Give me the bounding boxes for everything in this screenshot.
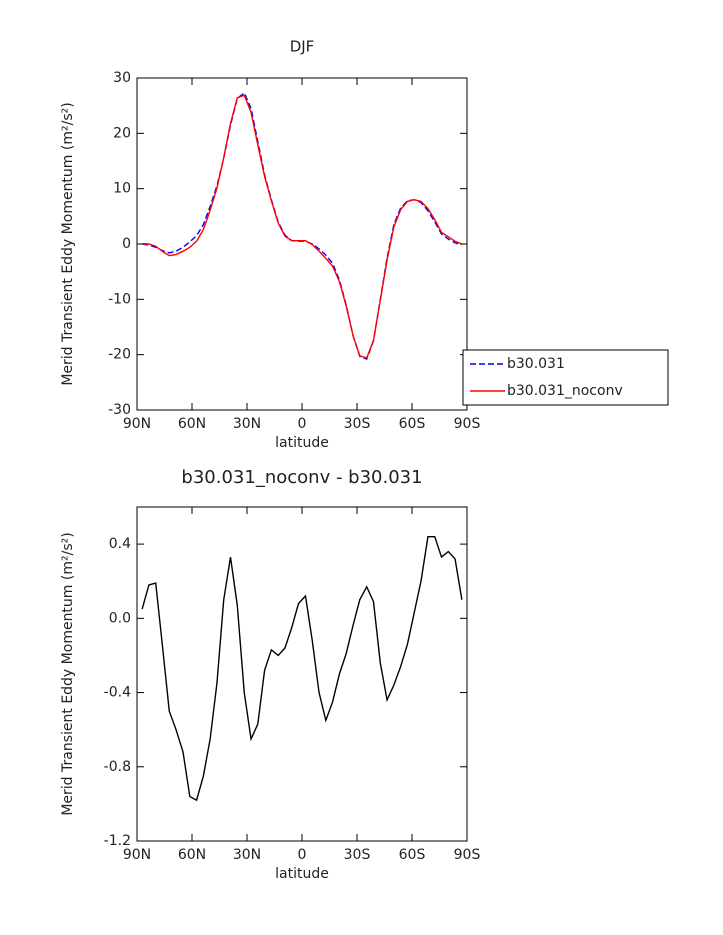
x-tick-label: 90N xyxy=(123,847,151,863)
x-tick-label: 30S xyxy=(344,416,371,432)
y-tick-label: -0.4 xyxy=(104,685,131,701)
y-tick-label: 20 xyxy=(113,125,131,141)
x-tick-label: 60N xyxy=(178,416,206,432)
y-tick-label: -30 xyxy=(108,402,131,418)
legend-label: b30.031_noconv xyxy=(507,383,623,399)
x-tick-label: 90S xyxy=(454,847,481,863)
x-tick-label: 60S xyxy=(399,416,426,432)
x-tick-label: 90S xyxy=(454,416,481,432)
x-tick-label: 30N xyxy=(233,416,261,432)
x-tick-label: 30S xyxy=(344,847,371,863)
data-line xyxy=(141,535,463,802)
y-tick-label: 0.0 xyxy=(109,610,131,626)
y-tick-label: 10 xyxy=(113,181,131,197)
y-tick-label: -10 xyxy=(108,291,131,307)
y-tick-label: 0.4 xyxy=(109,536,131,552)
data-line xyxy=(142,91,463,361)
y-tick-label: -0.8 xyxy=(104,759,131,775)
chart-title: b30.031_noconv - b30.031 xyxy=(181,467,422,488)
x-axis-label: latitude xyxy=(275,866,329,882)
y-tick-label: 0 xyxy=(122,236,131,252)
y-tick-label: 30 xyxy=(113,70,131,86)
legend-box xyxy=(462,349,669,406)
data-line xyxy=(142,94,463,359)
plot-frame xyxy=(136,506,468,842)
y-tick-label: -20 xyxy=(108,347,131,363)
x-tick-label: 30N xyxy=(233,847,261,863)
x-tick-label: 0 xyxy=(298,416,307,432)
x-tick-label: 60N xyxy=(178,847,206,863)
y-axis-label: Merid Transient Eddy Momentum (m²/s²) xyxy=(60,102,76,385)
x-axis-label: latitude xyxy=(275,435,329,451)
x-tick-label: 60S xyxy=(399,847,426,863)
legend-label: b30.031 xyxy=(507,356,565,372)
y-tick-label: -1.2 xyxy=(104,833,131,849)
x-tick-label: 0 xyxy=(298,847,307,863)
y-axis-label: Merid Transient Eddy Momentum (m²/s²) xyxy=(60,532,76,815)
x-tick-label: 90N xyxy=(123,416,151,432)
chart-title: DJF xyxy=(290,38,315,56)
